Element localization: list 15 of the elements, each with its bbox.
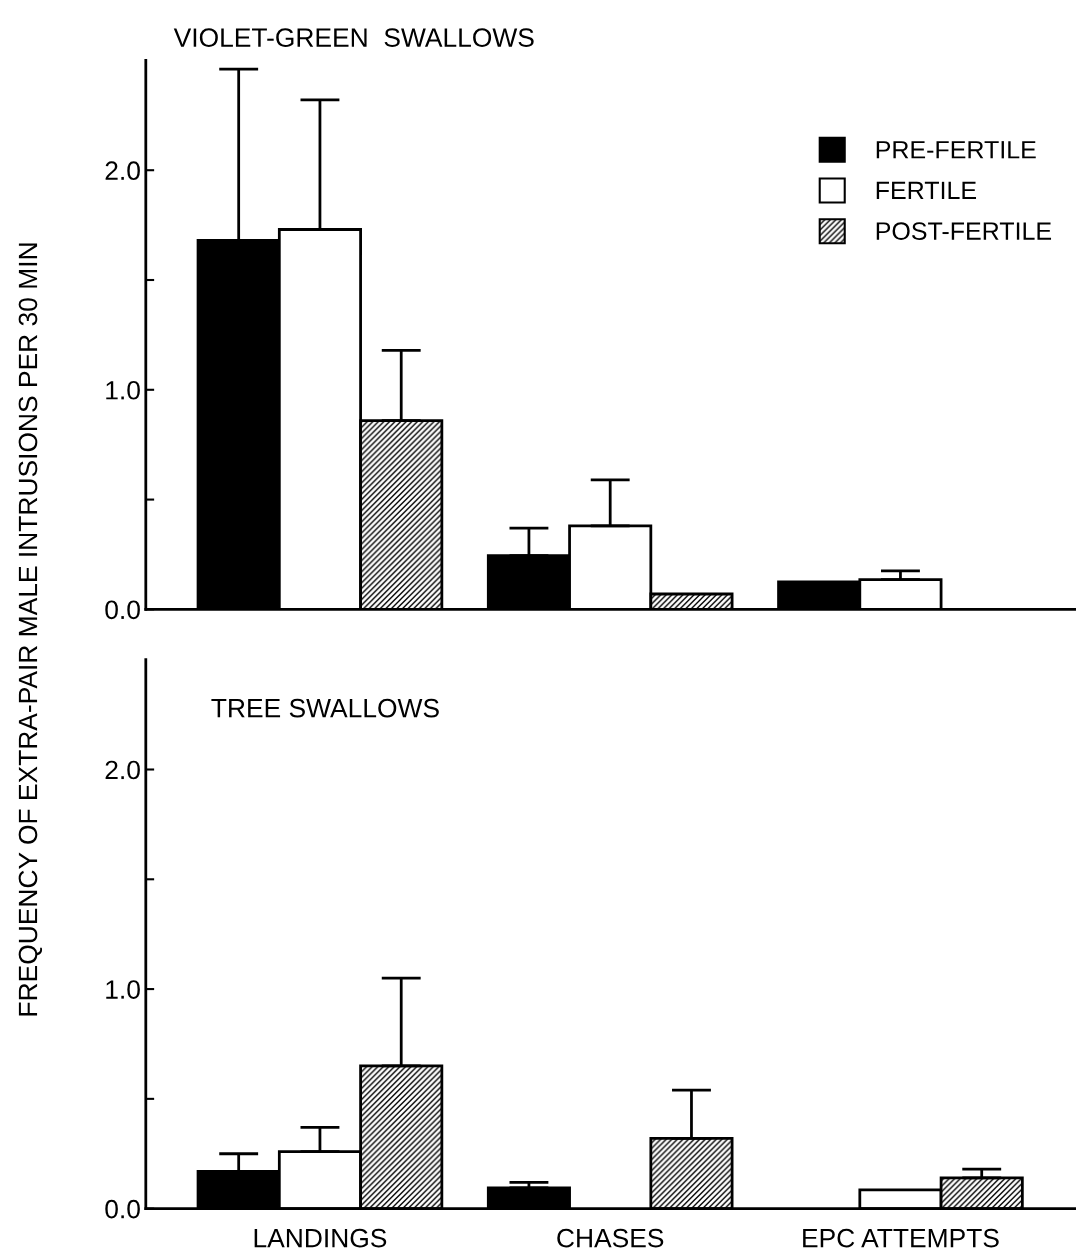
legend-label: FERTILE: [876, 181, 977, 200]
chart-title: VIOLET-GREEN SWALLOWS: [173, 28, 534, 47]
y-tick-label: 2.0: [105, 161, 140, 181]
x-tick-label: CHASES: [557, 1228, 664, 1248]
text: TREE SWALLOWS: [211, 698, 439, 718]
y-axis-title: FREQUENCY OF EXTRA-PAIR MALE INTRUSIONS PER 30 MIN: [18, 243, 43, 1016]
x-tick-label: LANDINGS: [254, 1228, 387, 1248]
y-tick-label: 0.0: [105, 600, 140, 620]
x-tick-label: EPC ATTEMPTS: [803, 1228, 999, 1248]
y-tick-label: 1.0: [106, 380, 140, 400]
legend-label: POST-FERTILE: [876, 222, 1052, 240]
legend-label: PRE-FERTILE: [876, 141, 1036, 159]
y-tick-label: 1.0: [106, 980, 140, 999]
y-tick-label: 2.0: [105, 760, 140, 780]
y-tick-label: 0.0: [105, 1199, 140, 1219]
